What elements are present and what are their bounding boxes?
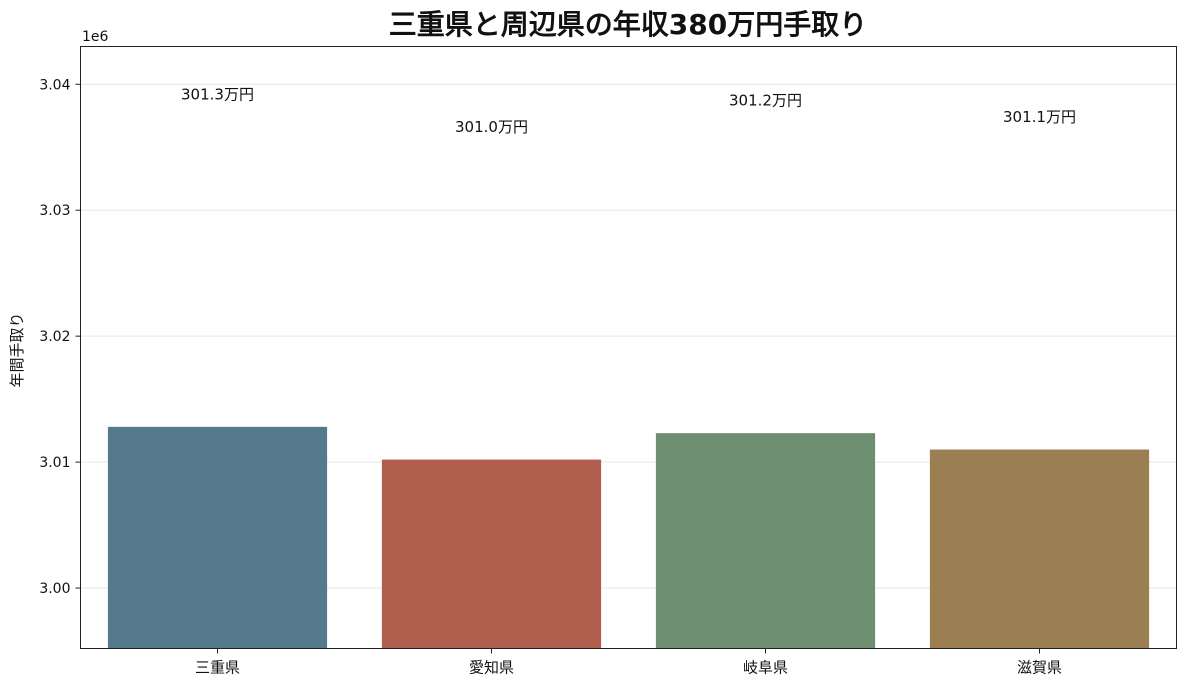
chart-title: 三重県と周辺県の年収380万円手取り [389, 8, 867, 41]
bar-value-label: 301.3万円 [181, 85, 254, 103]
bar [929, 449, 1150, 649]
x-tick-label: 愛知県 [469, 659, 514, 677]
y-tick-label: 3.02 [39, 329, 70, 345]
y-tick-label: 3.03 [39, 203, 70, 219]
x-tick-label: 岐阜県 [743, 659, 788, 677]
bar [655, 433, 876, 649]
y-tick-label: 3.01 [39, 455, 70, 471]
x-tick-label: 滋賀県 [1017, 659, 1062, 677]
y-axis-offset-label: 1e6 [82, 29, 109, 45]
y-tick-label: 3.04 [39, 77, 70, 93]
y-tick-label: 3.00 [39, 581, 70, 597]
axes: 3.00 3.01 3.02 3.03 3.04 三重県 愛知県 岐阜県 滋賀県 [39, 77, 1062, 676]
bars [107, 426, 1150, 649]
value-labels: 301.3万円 301.0万円 301.2万円 301.1万円 [181, 85, 1076, 136]
bar-value-label: 301.1万円 [1003, 108, 1076, 126]
plot-frame [80, 46, 1177, 649]
bar [381, 459, 602, 649]
bar [107, 426, 328, 649]
bar-value-label: 301.2万円 [729, 92, 802, 110]
x-tick-label: 三重県 [195, 659, 240, 677]
y-axis-label: 年間手取り [8, 312, 26, 387]
bar-value-label: 301.0万円 [455, 118, 528, 136]
